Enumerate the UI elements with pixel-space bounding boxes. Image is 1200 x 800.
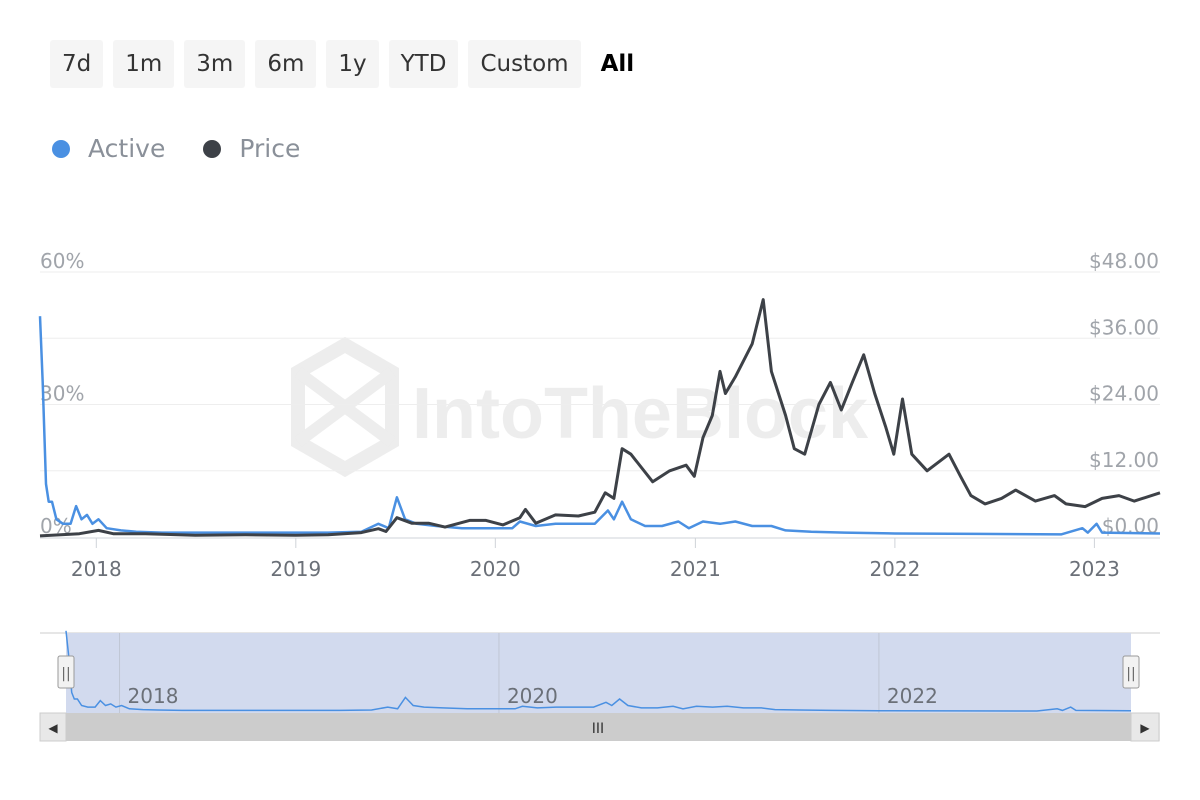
navigator-label: 2022 [887, 684, 938, 708]
x-tick-label: 2023 [1069, 557, 1120, 581]
range-button-6m[interactable]: 6m [255, 40, 317, 88]
watermark-logo-icon [291, 336, 399, 478]
scroll-right-button[interactable] [1130, 712, 1160, 742]
x-tick-label: 2019 [270, 557, 321, 581]
legend-item-price[interactable]: Price [203, 134, 300, 163]
scroll-left-button[interactable] [39, 712, 67, 742]
legend-label: Active [88, 134, 166, 163]
navigator-label: 2020 [507, 684, 558, 708]
navigator-selection [66, 633, 1131, 713]
y-left-tick-label: 60% [40, 249, 84, 273]
scroll-left-arrow-icon: ◀ [48, 721, 58, 735]
x-tick-label: 2021 [670, 557, 721, 581]
range-button-ytd[interactable]: YTD [388, 40, 459, 88]
legend-item-active[interactable]: Active [52, 134, 165, 163]
range-selector: 7d 1m 3m 6m 1y YTD Custom All [50, 40, 644, 88]
series-line-active [38, 316, 1161, 536]
scrollbar-thumb[interactable] [66, 713, 1131, 741]
y-right-tick-label: $48.00 [1089, 249, 1159, 273]
legend-dot-icon [203, 139, 222, 158]
y-right-tick-label: $24.00 [1089, 382, 1159, 406]
series-line-price [39, 298, 1161, 538]
scrollbar-grip-icon: III [592, 721, 604, 737]
range-button-custom[interactable]: Custom [468, 40, 581, 88]
x-tick-label: 2018 [71, 557, 122, 581]
watermark-logo-cross [294, 367, 396, 447]
legend-label: Price [239, 134, 301, 163]
navigator-left-handle[interactable] [57, 655, 75, 689]
x-tick-label: 2022 [869, 557, 920, 581]
range-button-3m[interactable]: 3m [184, 40, 246, 88]
range-button-7d[interactable]: 7d [50, 40, 104, 88]
x-tick-label: 2020 [470, 557, 521, 581]
legend-dot-icon [52, 139, 70, 158]
navigator-series-line [65, 630, 1132, 712]
chart-legend: Active Price [52, 134, 300, 163]
watermark-text: IntoTheBlock [412, 374, 869, 454]
y-right-tick-label: $36.00 [1089, 315, 1159, 339]
navigator-label: 2018 [128, 684, 179, 708]
handle-grip-icon: || [1126, 666, 1135, 682]
handle-grip-icon: || [61, 666, 70, 682]
navigator-right-handle[interactable] [1122, 655, 1140, 689]
y-right-tick-label: $12.00 [1089, 448, 1159, 472]
range-button-1m[interactable]: 1m [113, 40, 175, 88]
scroll-right-arrow-icon: ▶ [1140, 721, 1150, 735]
range-button-1y[interactable]: 1y [326, 40, 379, 88]
y-left-tick-label: 30% [40, 382, 84, 406]
range-button-all[interactable]: All [600, 51, 635, 77]
